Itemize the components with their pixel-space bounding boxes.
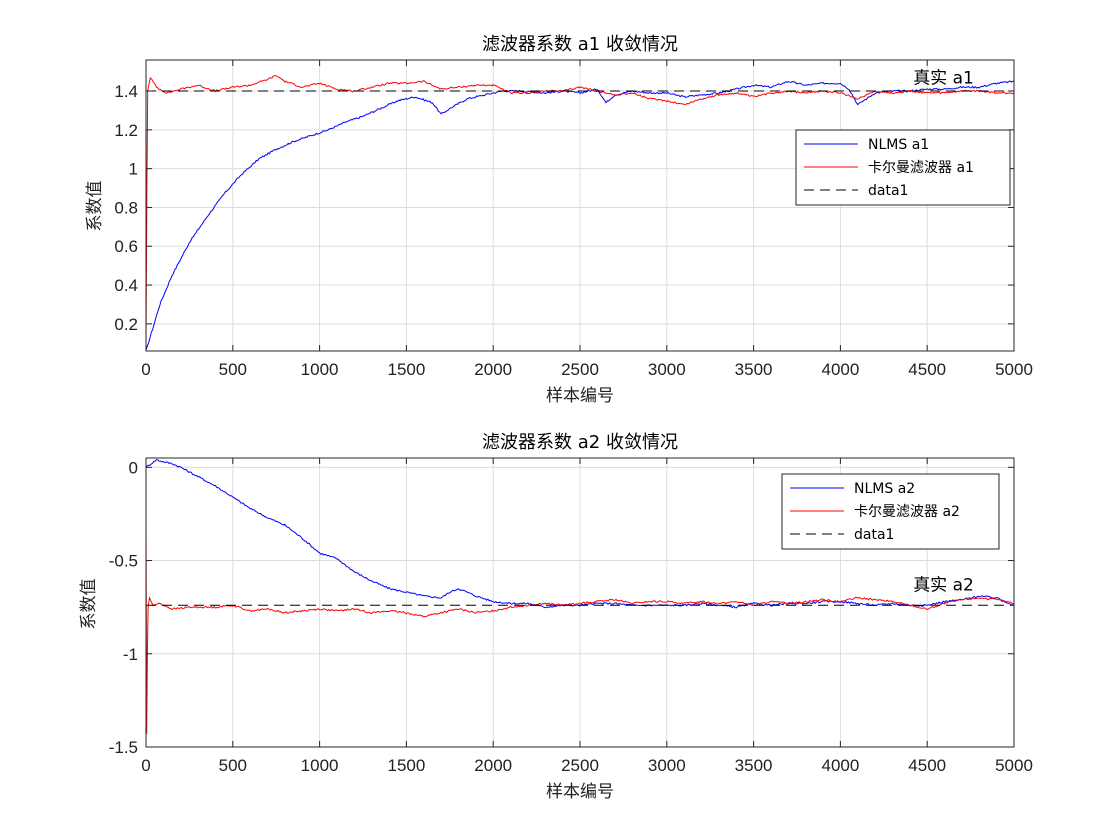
y-tick-label: 0 xyxy=(129,458,138,477)
x-tick-label: 5000 xyxy=(995,756,1033,775)
legend-entry-label: data1 xyxy=(854,527,894,543)
x-tick-label: 4000 xyxy=(821,360,859,379)
x-tick-label: 3000 xyxy=(648,360,686,379)
x-tick-label: 2000 xyxy=(474,756,512,775)
series-line-1 xyxy=(146,80,1014,351)
x-tick-label: 2500 xyxy=(561,756,599,775)
x-tick-label: 0 xyxy=(141,360,150,379)
y-tick-label: 1 xyxy=(129,160,138,179)
x-tick-label: 1500 xyxy=(387,756,425,775)
x-tick-label: 4500 xyxy=(908,360,946,379)
x-tick-label: 5000 xyxy=(995,360,1033,379)
annotation-label: 真实 a2 xyxy=(913,575,974,595)
legend: NLMS a2 卡尔曼滤波器 a2 data1 xyxy=(781,473,1000,550)
y-tick-label: 0.2 xyxy=(114,315,138,334)
chart-2: 0 500 1000 1500 2000 2500 3000 3500 4000 4500 5000… xyxy=(79,432,1033,802)
x-tick-label: 500 xyxy=(219,360,247,379)
x-axis-label: 样本编号 xyxy=(546,782,614,802)
annotation-label: 真实 a1 xyxy=(913,68,974,88)
x-tick-label: 1000 xyxy=(301,756,339,775)
y-tick-label: -1 xyxy=(123,645,138,664)
y-axis-label: 系数值 xyxy=(79,579,99,630)
x-tick-label: 1000 xyxy=(301,360,339,379)
x-axis-label: 样本编号 xyxy=(546,386,614,406)
chart-1: 0 500 1000 1500 2000 2500 3000 3500 4000 4500 5000… xyxy=(85,34,1033,406)
legend-entry-label: NLMS a1 xyxy=(868,137,929,153)
x-tick-label: 3500 xyxy=(735,756,773,775)
legend-entry-label: NLMS a2 xyxy=(854,481,915,497)
y-tick-label: 1.4 xyxy=(114,82,138,101)
series-line-2 xyxy=(146,75,1014,344)
x-tick-label: 500 xyxy=(219,756,247,775)
chart-title: 滤波器系数 a2 收敛情况 xyxy=(482,432,678,453)
x-tick-label: 2500 xyxy=(561,360,599,379)
y-tick-label: -0.5 xyxy=(109,552,138,571)
y-tick-label: -1.5 xyxy=(109,738,138,757)
x-tick-label: 0 xyxy=(141,756,150,775)
y-tick-label: 0.4 xyxy=(114,276,138,295)
legend-entry-label: data1 xyxy=(868,183,908,199)
legend-entry-label: 卡尔曼滤波器 a1 xyxy=(868,160,974,176)
series-line-2 xyxy=(146,523,1014,734)
legend-entry-label: 卡尔曼滤波器 a2 xyxy=(854,504,960,520)
x-tick-label: 1500 xyxy=(387,360,425,379)
y-tick-label: 0.8 xyxy=(114,198,138,217)
legend: NLMS a1 卡尔曼滤波器 a1 data1 xyxy=(795,129,1011,206)
x-tick-label: 4500 xyxy=(908,756,946,775)
x-tick-label: 4000 xyxy=(821,756,859,775)
y-axis-label: 系数值 xyxy=(85,181,105,232)
y-tick-label: 1.2 xyxy=(114,121,138,140)
x-tick-label: 3500 xyxy=(735,360,773,379)
y-tick-label: 0.6 xyxy=(114,237,138,256)
x-tick-label: 3000 xyxy=(648,756,686,775)
chart-title: 滤波器系数 a1 收敛情况 xyxy=(482,34,678,55)
x-tick-label: 2000 xyxy=(474,360,512,379)
